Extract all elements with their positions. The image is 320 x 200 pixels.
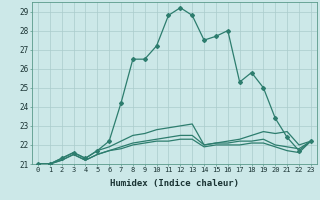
X-axis label: Humidex (Indice chaleur): Humidex (Indice chaleur) — [110, 179, 239, 188]
